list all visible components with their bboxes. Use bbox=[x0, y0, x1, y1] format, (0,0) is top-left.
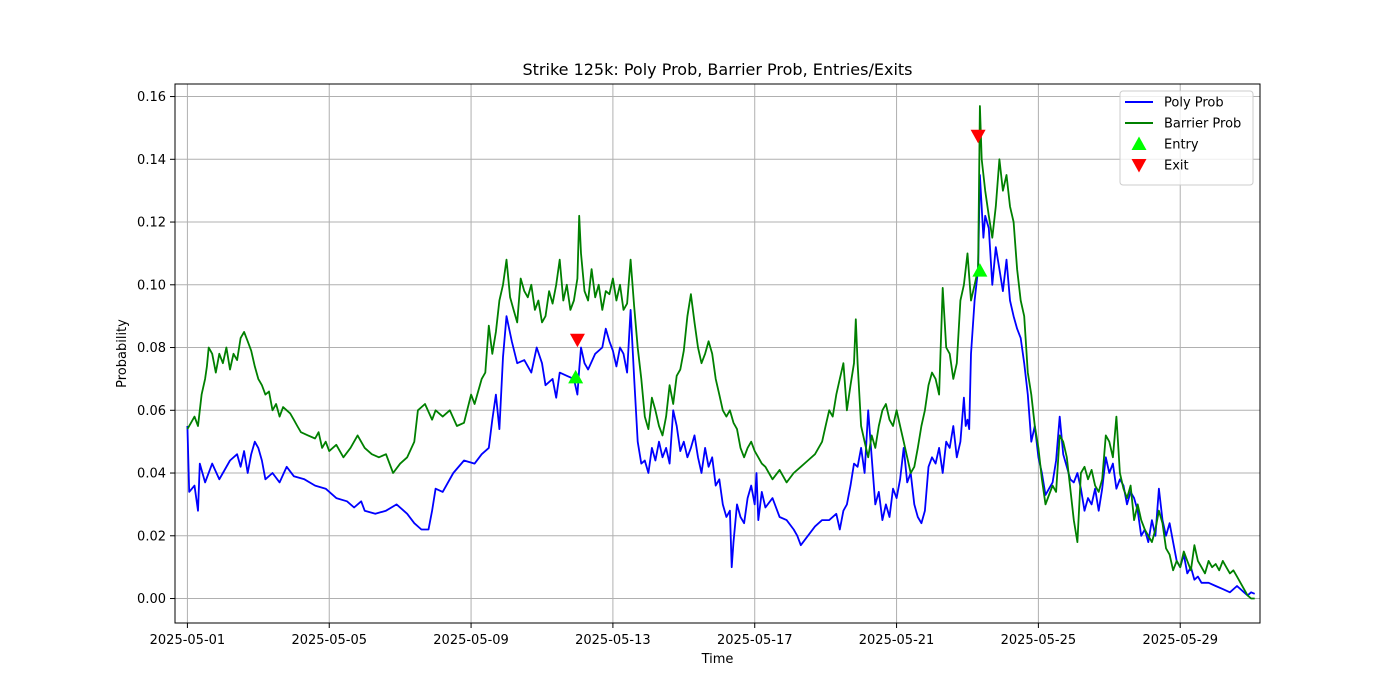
marker-layer bbox=[568, 129, 988, 384]
x-tick-label: 2025-05-01 bbox=[150, 633, 226, 648]
y-axis-label: Probability bbox=[115, 319, 130, 388]
y-tick-label: 0.12 bbox=[137, 216, 166, 231]
y-tick-label: 0.00 bbox=[137, 592, 166, 607]
y-tick-label: 0.14 bbox=[137, 153, 166, 168]
legend-swatch-exit bbox=[1131, 159, 1147, 173]
y-tick-label: 0.10 bbox=[137, 278, 166, 293]
legend-label-barrier-prob: Barrier Prob bbox=[1164, 117, 1241, 132]
x-tick-label: 2025-05-05 bbox=[291, 633, 367, 648]
legend-label-entry: Entry bbox=[1164, 138, 1199, 153]
y-tick-label: 0.02 bbox=[137, 529, 166, 544]
legend-frame bbox=[1119, 90, 1254, 186]
exit-marker bbox=[569, 333, 585, 348]
x-tick-label: 2025-05-25 bbox=[1001, 633, 1077, 648]
chart-title: Strike 125k: Poly Prob, Barrier Prob, En… bbox=[522, 60, 912, 79]
legend: Poly Prob Barrier Prob Entry Exit bbox=[1119, 90, 1254, 186]
exit-marker bbox=[970, 129, 986, 144]
x-tick-label: 2025-05-29 bbox=[1142, 633, 1218, 648]
x-axis: 2025-05-01 2025-05-05 2025-05-09 2025-05-13… bbox=[150, 623, 1218, 648]
y-tick-label: 0.16 bbox=[137, 90, 166, 105]
series-layer bbox=[186, 105, 1256, 600]
y-axis: 0.00 0.02 0.04 0.06 0.08 0.10 0.12 0.14 0.16 bbox=[137, 90, 175, 607]
legend-swatch-entry bbox=[1131, 136, 1147, 150]
x-tick-label: 2025-05-13 bbox=[575, 633, 651, 648]
series-line-barrier-prob bbox=[186, 105, 1255, 600]
y-tick-label: 0.06 bbox=[137, 404, 166, 419]
y-tick-label: 0.04 bbox=[137, 467, 166, 482]
x-tick-label: 2025-05-21 bbox=[859, 633, 935, 648]
legend-label-poly-prob: Poly Prob bbox=[1164, 96, 1224, 111]
x-tick-label: 2025-05-09 bbox=[433, 633, 509, 648]
series-line-poly-prob bbox=[186, 174, 1256, 597]
y-tick-label: 0.08 bbox=[137, 341, 166, 356]
entry-marker bbox=[568, 369, 584, 384]
x-tick-label: 2025-05-17 bbox=[717, 633, 793, 648]
entry-marker bbox=[972, 263, 988, 277]
x-axis-label: Time bbox=[701, 652, 734, 667]
plot-area-border bbox=[174, 83, 1261, 624]
legend-label-exit: Exit bbox=[1164, 159, 1189, 174]
